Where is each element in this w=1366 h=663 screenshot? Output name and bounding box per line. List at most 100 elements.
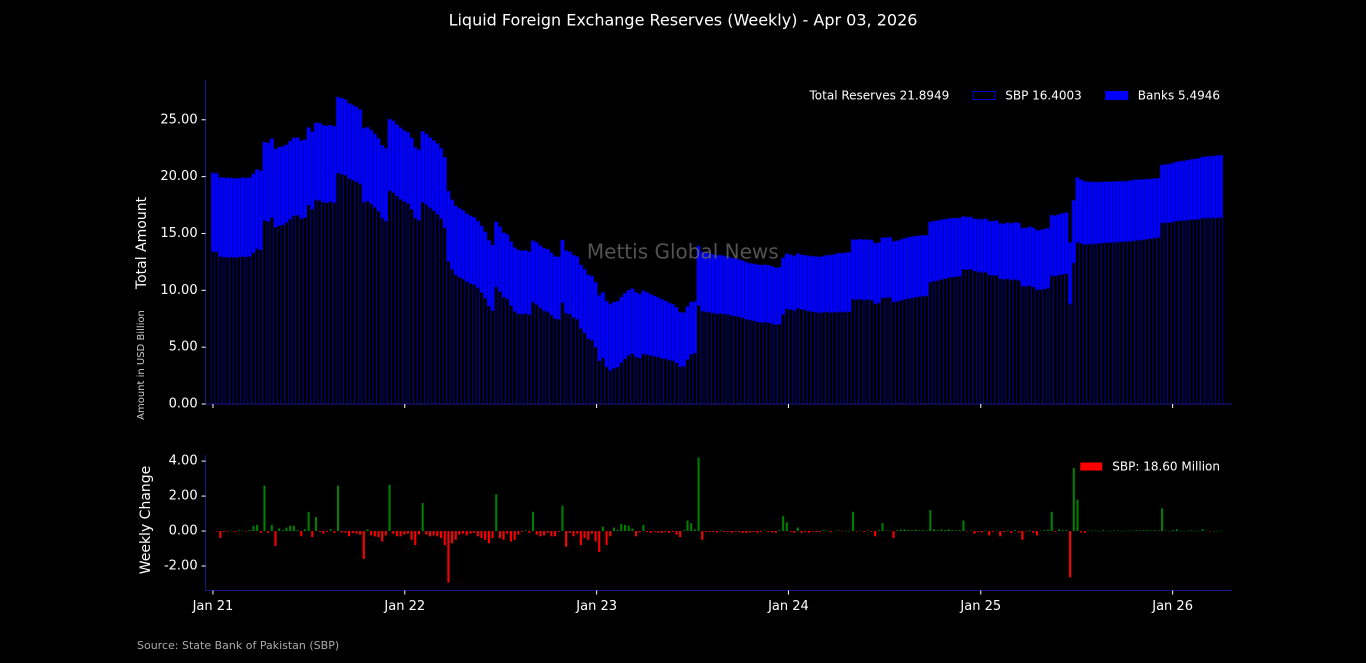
bar (715, 531, 718, 533)
bar-segment (380, 217, 385, 405)
bar (498, 531, 501, 539)
bar-segment (350, 104, 355, 181)
bar (822, 530, 825, 532)
bar-segment (751, 263, 756, 322)
bar (782, 516, 785, 532)
bar-segment (545, 248, 550, 313)
bar (1131, 530, 1134, 532)
bar (885, 530, 888, 532)
bar-segment (299, 140, 304, 219)
y-tick-label: 10.00 (160, 283, 197, 298)
bar-segment (413, 147, 418, 219)
bar-segment (858, 298, 863, 405)
bar-segment (1145, 238, 1150, 405)
bar (932, 529, 936, 532)
bar-segment (291, 215, 297, 405)
bar (550, 531, 553, 537)
bar (877, 530, 880, 532)
bar-segment (983, 271, 988, 405)
bar-segment (472, 284, 477, 405)
bar-segment (1178, 160, 1183, 221)
bar-segment (784, 253, 789, 310)
bar-segment (928, 221, 933, 283)
bar-segment (942, 278, 948, 405)
bar-segment (1112, 181, 1117, 243)
bar-segment (847, 252, 852, 312)
bar-segment (906, 237, 911, 299)
bar-segment (372, 207, 377, 405)
bar-segment (666, 359, 672, 405)
bar-segment (582, 332, 587, 405)
bar (351, 531, 354, 534)
bar-segment (736, 316, 742, 405)
bar-segment (383, 220, 389, 405)
bar (910, 530, 913, 532)
bar-segment (284, 222, 289, 405)
bar-segment (1060, 213, 1065, 275)
bar (634, 531, 638, 537)
bar-segment (633, 291, 639, 358)
bar-segment (420, 130, 425, 203)
bar-segment (1034, 289, 1040, 405)
bar-segment (608, 303, 613, 371)
bar (778, 530, 781, 532)
bar (543, 531, 546, 536)
bar (388, 484, 391, 532)
bar (866, 530, 869, 532)
bar-segment (225, 177, 230, 258)
bar-segment (817, 256, 823, 314)
bar-segment (346, 103, 352, 179)
bar-segment (1071, 262, 1076, 405)
bar-segment (247, 177, 252, 257)
bar-segment (567, 251, 572, 315)
bar-segment (895, 240, 900, 302)
bar (804, 531, 807, 532)
bar-segment (402, 201, 407, 405)
bar-segment (678, 366, 683, 405)
bar (248, 530, 251, 532)
bar (829, 531, 833, 532)
bar (395, 531, 398, 537)
bar (929, 510, 932, 532)
bar-segment (449, 268, 455, 405)
bar-segment (266, 221, 271, 405)
bar-segment (976, 218, 981, 272)
bar (859, 530, 862, 532)
bar (609, 531, 612, 537)
bar-segment (1148, 178, 1154, 240)
bar-segment (593, 282, 598, 348)
bar-segment (847, 311, 852, 405)
bar-segment (523, 250, 528, 314)
y-tick-label: 0.00 (169, 397, 198, 412)
bar (590, 531, 593, 534)
bar-segment (1071, 200, 1076, 264)
bar-segment (317, 200, 322, 405)
bar (863, 531, 866, 532)
bar (1047, 529, 1050, 532)
bar (1157, 530, 1160, 532)
bar-segment (1185, 159, 1190, 221)
bar-segment (563, 312, 569, 405)
legend-swatch (1105, 91, 1129, 100)
bar-segment (703, 311, 709, 405)
bar-segment (902, 238, 907, 300)
bar (719, 530, 722, 532)
bar-segment (571, 254, 576, 318)
bar-segment (678, 311, 683, 368)
bar-segment (733, 315, 738, 405)
bar (561, 505, 564, 532)
bar (1002, 531, 1005, 532)
bar (664, 531, 667, 532)
bar (270, 524, 273, 532)
bar-segment (1045, 287, 1051, 405)
bar-segment (806, 310, 812, 405)
bar-segment (674, 307, 679, 364)
legend-total: Total Reserves 21.8949 (809, 89, 950, 103)
bar-segment (747, 263, 753, 321)
bar-segment (453, 274, 458, 405)
bar-segment (251, 173, 256, 254)
y-tick-label: 15.00 (160, 226, 197, 241)
bar (417, 531, 421, 535)
bar (583, 531, 586, 539)
bar-segment (560, 239, 565, 304)
